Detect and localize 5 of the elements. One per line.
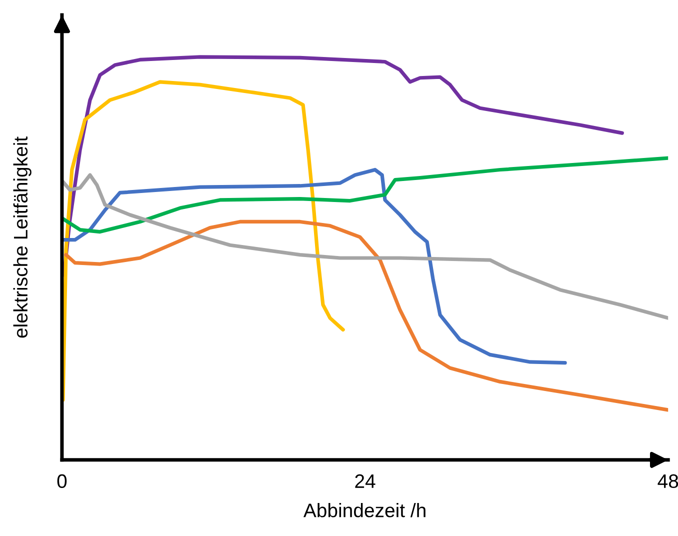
x-tick-label: 0 <box>57 474 67 488</box>
x-axis-title: Abbindezeit /h <box>303 503 426 518</box>
y-axis-title: elektrische Leitfähigkeit <box>13 136 32 338</box>
x-tick-label: 24 <box>355 474 376 488</box>
x-tick-label: 48 <box>658 474 678 488</box>
